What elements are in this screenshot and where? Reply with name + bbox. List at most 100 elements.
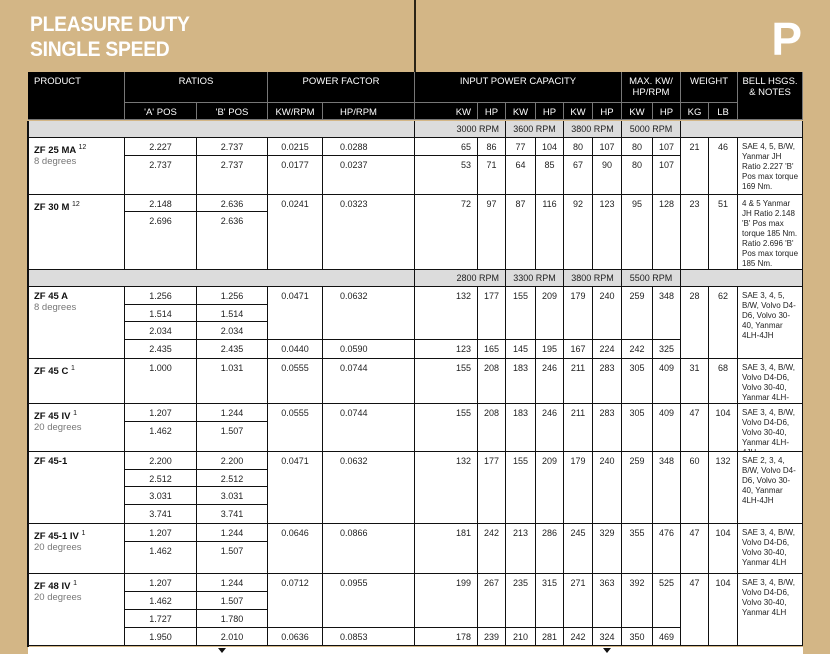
product-cell: ZF 45-1 xyxy=(28,452,125,524)
product-name-text: ZF 30 M xyxy=(34,202,70,214)
product-name: ZF 45-1 IV 1 xyxy=(34,528,124,542)
page-divider xyxy=(414,0,416,72)
ratio-b-pos: 1.507 xyxy=(197,592,268,610)
power-factor-hp-rpm: 0.0853 xyxy=(323,628,415,646)
power-hp: 97 xyxy=(478,195,506,270)
power-kw: 167 xyxy=(564,340,593,359)
product-name: ZF 48 IV 1 xyxy=(34,578,124,592)
header-max-kw-hp-rpm: MAX. KW/ HP/RPM xyxy=(622,72,681,103)
ratio-a-pos: 3.741 xyxy=(125,505,197,524)
power-hp: 208 xyxy=(478,359,506,404)
power-hp: 267 xyxy=(478,574,506,628)
ratio-a-pos: 1.462 xyxy=(125,422,197,452)
product-name: ZF 25 MA 12 xyxy=(34,142,124,156)
power-kw: 181 xyxy=(415,524,478,574)
ratio-b-pos: 2.435 xyxy=(197,340,268,359)
weight-kg: 21 xyxy=(681,138,709,195)
power-hp: 104 xyxy=(536,138,564,156)
rpm-label: 3300 RPM xyxy=(506,270,564,287)
weight-kg: 31 xyxy=(681,359,709,404)
continue-arrow-icon xyxy=(603,648,611,653)
product-angle: 8 degrees xyxy=(34,156,77,168)
power-hp: 239 xyxy=(478,628,506,646)
ratio-a-pos: 2.435 xyxy=(125,340,197,359)
power-kw: 235 xyxy=(506,574,536,628)
ratio-a-pos: 2.737 xyxy=(125,156,197,195)
subheader-bpos: 'B' POS xyxy=(197,103,268,120)
rpm-label: 2800 RPM xyxy=(415,270,506,287)
power-hp: 195 xyxy=(536,340,564,359)
power-hp: 85 xyxy=(536,156,564,195)
power-kw: 305 xyxy=(622,359,653,404)
product-name: ZF 45 C 1 xyxy=(34,363,124,377)
bell-housing-notes: SAE 3, 4, B/W, Volvo D4-D6, Volvo 30-40,… xyxy=(738,404,803,452)
header-input-power-capacity: INPUT POWER CAPACITY xyxy=(415,72,622,103)
power-factor-kw-rpm: 0.0471 xyxy=(268,287,323,340)
power-kw: 67 xyxy=(564,156,593,195)
ratio-a-pos: 1.207 xyxy=(125,524,197,542)
power-hp: 348 xyxy=(653,287,681,340)
header-power-factor: POWER FACTOR xyxy=(268,72,415,103)
power-kw: 80 xyxy=(622,156,653,195)
bell-housing-notes: SAE 4, 5, B/W, Yanmar JH Ratio 2.227 'B'… xyxy=(738,138,803,195)
subheader-hprpm: HP/RPM xyxy=(323,103,415,120)
power-kw: 211 xyxy=(564,359,593,404)
bell-housing-notes: SAE 2, 3, 4, B/W, Volvo D4-D6, Volvo 30-… xyxy=(738,452,803,524)
ratio-b-pos: 2.636 xyxy=(197,195,268,212)
power-factor-kw-rpm: 0.0555 xyxy=(268,404,323,452)
power-kw: 53 xyxy=(415,156,478,195)
power-kw: 242 xyxy=(622,340,653,359)
page-title-line2: SINGLE SPEED xyxy=(30,38,170,61)
rpm-band-spacer xyxy=(681,121,803,138)
power-kw: 392 xyxy=(622,574,653,628)
power-kw: 355 xyxy=(622,524,653,574)
page-title-line1: PLEASURE DUTY xyxy=(30,13,190,36)
power-hp: 348 xyxy=(653,452,681,524)
power-hp: 246 xyxy=(536,404,564,452)
weight-lb: 68 xyxy=(709,359,738,404)
power-hp: 177 xyxy=(478,287,506,340)
product-name-text: ZF 48 IV xyxy=(34,581,71,593)
power-hp: 240 xyxy=(593,452,622,524)
footnote-ref: 1 xyxy=(73,580,77,587)
power-factor-kw-rpm: 0.0215 xyxy=(268,138,323,156)
product-name: ZF 30 M 12 xyxy=(34,199,124,213)
rpm-label: 3600 RPM xyxy=(506,121,564,138)
power-factor-hp-rpm: 0.0288 xyxy=(323,138,415,156)
ratio-b-pos: 1.244 xyxy=(197,524,268,542)
weight-kg: 47 xyxy=(681,524,709,574)
ratio-b-pos: 1.514 xyxy=(197,305,268,322)
power-factor-hp-rpm: 0.0955 xyxy=(323,574,415,628)
power-kw: 211 xyxy=(564,404,593,452)
power-hp: 242 xyxy=(478,524,506,574)
product-name: ZF 45 IV 1 xyxy=(34,408,124,422)
weight-lb: 62 xyxy=(709,287,738,359)
product-angle: 8 degrees xyxy=(34,302,77,313)
ratio-b-pos: 2.737 xyxy=(197,138,268,156)
weight-lb: 104 xyxy=(709,404,738,452)
product-name-text: ZF 45 A xyxy=(34,291,68,302)
power-factor-hp-rpm: 0.0323 xyxy=(323,195,415,270)
header-weight: WEIGHT xyxy=(681,72,738,103)
ratio-b-pos: 3.741 xyxy=(197,505,268,524)
power-factor-kw-rpm: 0.0241 xyxy=(268,195,323,270)
power-hp: 363 xyxy=(593,574,622,628)
power-kw: 87 xyxy=(506,195,536,270)
power-kw: 178 xyxy=(415,628,478,646)
power-kw: 132 xyxy=(415,452,478,524)
power-factor-kw-rpm: 0.0471 xyxy=(268,452,323,524)
footnote-ref: 12 xyxy=(72,201,80,208)
power-kw: 199 xyxy=(415,574,478,628)
power-hp: 286 xyxy=(536,524,564,574)
product-name-text: ZF 45 IV xyxy=(34,411,71,423)
ratio-a-pos: 2.200 xyxy=(125,452,197,470)
power-hp: 107 xyxy=(653,156,681,195)
ratio-a-pos: 2.512 xyxy=(125,470,197,487)
power-hp: 116 xyxy=(536,195,564,270)
power-kw: 179 xyxy=(564,452,593,524)
power-kw: 64 xyxy=(506,156,536,195)
power-kw: 145 xyxy=(506,340,536,359)
rpm-label: 3800 RPM xyxy=(564,121,622,138)
product-name: ZF 45 A xyxy=(34,291,124,302)
weight-kg: 23 xyxy=(681,195,709,270)
